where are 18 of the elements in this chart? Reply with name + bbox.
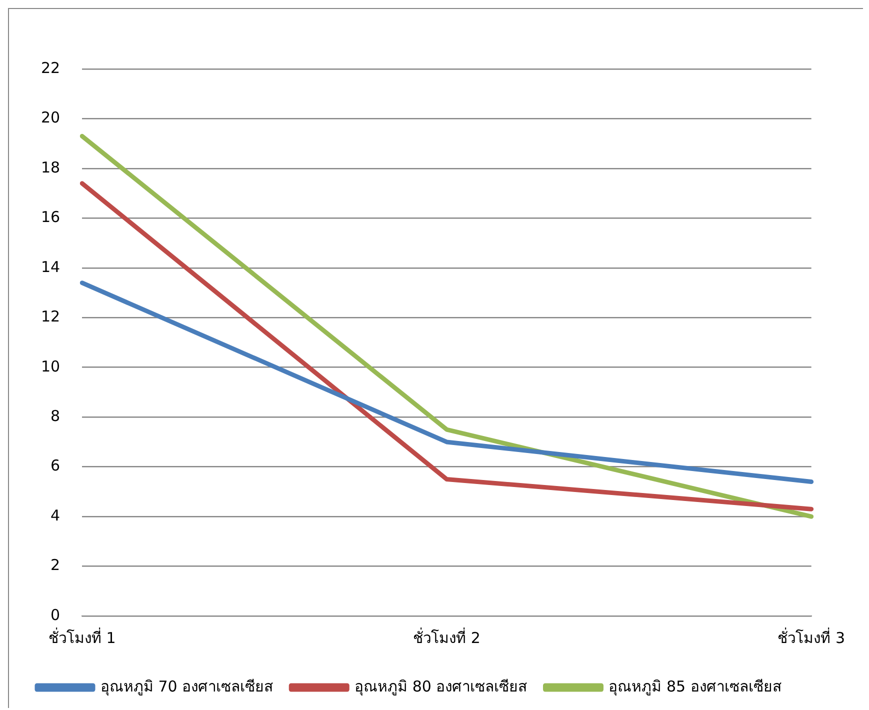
- y-tick-label: 6: [50, 456, 60, 475]
- y-tick-label: 8: [50, 406, 60, 425]
- y-tick-label: 20: [40, 108, 60, 127]
- legend-label: อุณหภูมิ 85 องศาเซลเซียส: [608, 677, 782, 696]
- y-tick-label: 12: [40, 308, 60, 326]
- legend-label: อุณหภูมิ 80 องศาเซลเซียส: [354, 677, 528, 696]
- y-tick-label: 16: [40, 208, 60, 226]
- x-tick-label: ชั่วโมงที่ 1: [48, 626, 116, 647]
- x-tick-label: ชั่วโมงที่ 3: [778, 626, 845, 647]
- y-tick-label: 22: [40, 58, 60, 77]
- y-tick-label: 18: [40, 158, 60, 176]
- x-tick-label: ชั่วโมงที่ 2: [413, 626, 480, 647]
- y-tick-label: 0: [50, 606, 60, 624]
- y-tick-label: 14: [40, 258, 60, 276]
- legend-label: อุณหภูมิ 70 องศาเซลเซียส: [100, 677, 274, 696]
- y-tick-label: 4: [50, 506, 60, 524]
- y-tick-label: 2: [50, 556, 60, 574]
- y-tick-label: 10: [40, 357, 60, 376]
